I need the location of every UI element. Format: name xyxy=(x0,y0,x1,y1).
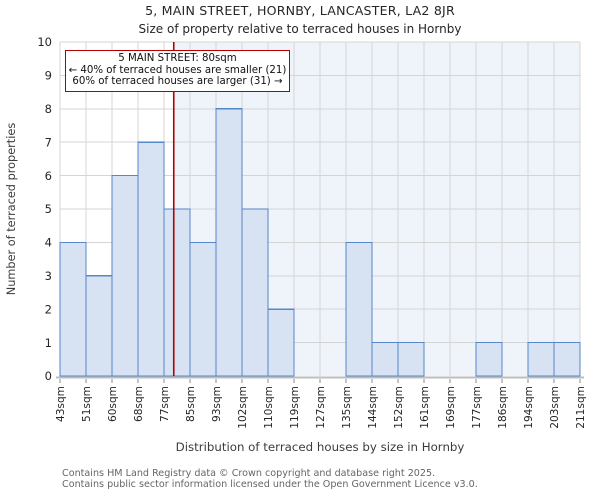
histogram-bar xyxy=(111,175,139,377)
histogram-bar xyxy=(397,342,425,377)
histogram-bar xyxy=(345,241,373,377)
histogram-bar xyxy=(85,275,113,377)
x-tick-label: 119sqm xyxy=(289,386,301,429)
x-tick-label: 85sqm xyxy=(185,386,197,422)
x-tick-label: 68sqm xyxy=(133,386,145,422)
histogram-bar xyxy=(189,241,217,377)
y-tick-label: 2 xyxy=(45,302,52,316)
histogram-bar xyxy=(527,342,555,377)
y-tick-label: 0 xyxy=(45,369,52,383)
histogram-bar xyxy=(371,342,399,377)
histogram-bar xyxy=(241,208,269,377)
chart-subtitle: Size of property relative to terraced ho… xyxy=(138,22,462,36)
histogram-bar xyxy=(59,241,87,377)
y-tick-label: 5 xyxy=(45,202,52,216)
annotation-smaller-line: ← 40% of terraced houses are smaller (21… xyxy=(68,64,287,76)
histogram-bar xyxy=(267,308,295,377)
x-tick-label: 152sqm xyxy=(393,386,405,429)
x-tick-label: 127sqm xyxy=(315,386,327,429)
histogram-bar xyxy=(163,208,191,377)
chart-title: 5, MAIN STREET, HORNBY, LANCASTER, LA2 8… xyxy=(145,3,455,18)
y-axis-title: Number of terraced properties xyxy=(5,123,18,296)
y-tick-label: 8 xyxy=(45,102,52,116)
y-tick-label: 10 xyxy=(37,35,52,49)
x-tick-label: 169sqm xyxy=(445,386,457,429)
x-tick-label: 203sqm xyxy=(549,386,561,429)
x-tick-label: 51sqm xyxy=(81,386,93,422)
x-axis-title: Distribution of terraced houses by size … xyxy=(176,440,465,454)
x-tick-label: 177sqm xyxy=(471,386,483,429)
x-tick-label: 186sqm xyxy=(497,386,509,429)
x-tick-label: 211sqm xyxy=(575,386,587,429)
x-tick-label: 102sqm xyxy=(237,386,249,429)
y-tick-label: 3 xyxy=(45,269,52,283)
x-tick-label: 110sqm xyxy=(263,386,275,429)
annotation-property-line: 5 MAIN STREET: 80sqm xyxy=(118,53,237,64)
x-tick-label: 194sqm xyxy=(523,386,535,429)
histogram-bar xyxy=(215,108,243,377)
histogram-bar xyxy=(553,342,581,377)
x-tick-label: 135sqm xyxy=(341,386,353,429)
x-tick-label: 77sqm xyxy=(159,386,171,422)
x-tick-label: 93sqm xyxy=(211,386,223,422)
y-tick-label: 9 xyxy=(45,69,52,83)
x-tick-label: 144sqm xyxy=(367,386,379,429)
histogram-bar xyxy=(137,141,165,377)
histogram-bar xyxy=(475,342,503,377)
footer-attribution-line-1: Contains HM Land Registry data © Crown c… xyxy=(62,468,436,479)
footer-attribution-line-2: Contains public sector information licen… xyxy=(62,479,478,490)
footer: Contains HM Land Registry data © Crown c… xyxy=(62,468,478,490)
x-tick-label: 161sqm xyxy=(419,386,431,429)
y-tick-label: 6 xyxy=(45,169,52,183)
annotation-larger-line: 60% of terraced houses are larger (31) → xyxy=(72,76,283,88)
x-tick-label: 60sqm xyxy=(107,386,119,422)
marker-annotation-box: 5 MAIN STREET: 80sqm ← 40% of terraced h… xyxy=(65,50,290,92)
y-tick-label: 7 xyxy=(45,135,52,149)
y-tick-label: 4 xyxy=(45,236,52,250)
y-tick-label: 1 xyxy=(45,336,52,350)
x-tick-label: 43sqm xyxy=(55,386,67,422)
